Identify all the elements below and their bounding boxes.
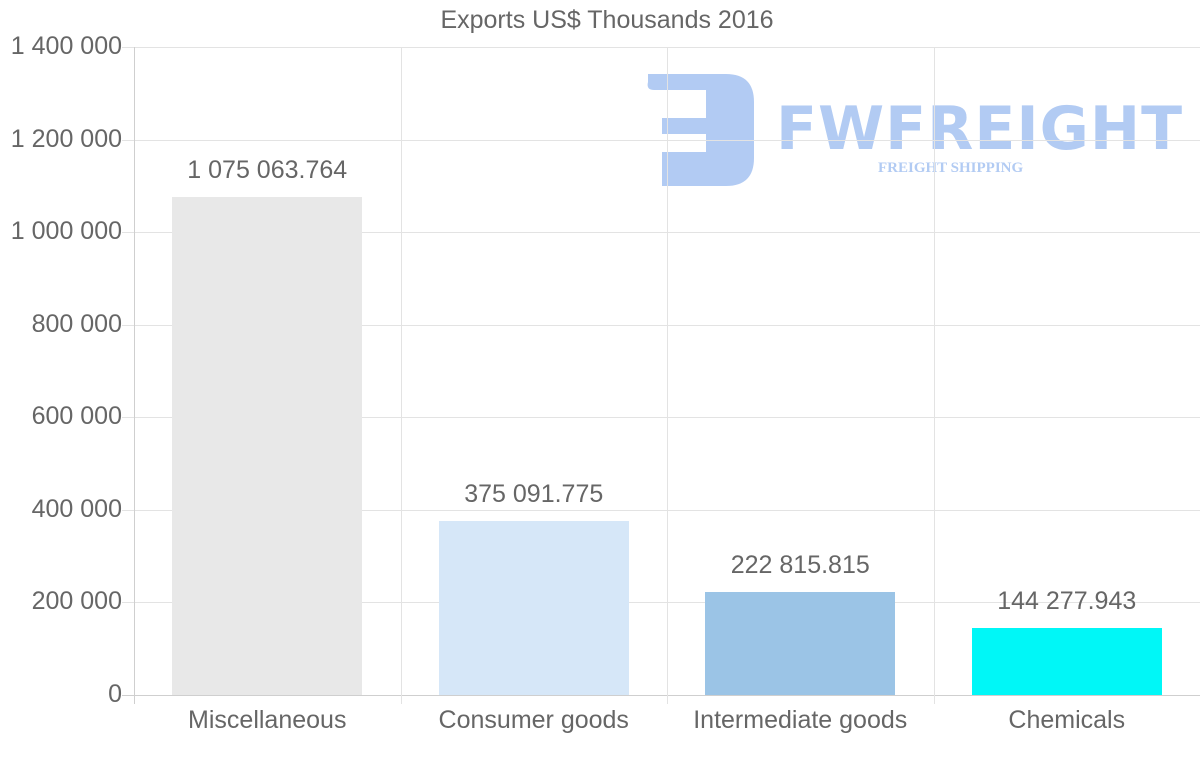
bar-consumer-goods[interactable] (438, 521, 629, 695)
x-gridline (134, 47, 135, 704)
x-tick-label: Chemicals (1008, 706, 1126, 734)
y-gridline (122, 139, 1200, 141)
y-gridline (122, 232, 1200, 234)
y-gridline (122, 47, 1200, 48)
y-tick-label: 400 000 (31, 494, 122, 523)
x-gridline (933, 47, 935, 704)
x-gridline (400, 47, 402, 704)
bar-value-label: 375 091.775 (464, 480, 604, 509)
y-tick-label: 0 (108, 680, 122, 708)
bar-value-label: 1 075 063.764 (187, 156, 348, 185)
x-tick-label: Miscellaneous (188, 706, 347, 734)
y-gridline (122, 695, 1200, 696)
plot-area (122, 47, 1200, 704)
y-tick-label: 600 000 (31, 402, 122, 431)
x-tick-label: Consumer goods (438, 706, 629, 734)
watermark-brand: FWFREIGHT (776, 94, 1184, 164)
bar-miscellaneous[interactable] (172, 197, 363, 695)
y-tick-label: 1 000 000 (10, 217, 122, 246)
y-tick-label: 800 000 (31, 309, 122, 338)
chart-title: Exports US$ Thousands 2016 (440, 6, 774, 34)
y-gridline (122, 602, 1200, 604)
y-tick-label: 1 200 000 (10, 124, 122, 153)
bar-intermediate-goods[interactable] (705, 591, 896, 695)
y-gridline (122, 417, 1200, 419)
watermark-tagline: FREIGHT SHIPPING (878, 160, 1024, 176)
fwfreight-logo-icon (647, 74, 754, 186)
x-tick-label: Intermediate goods (693, 706, 908, 734)
y-gridline (122, 509, 1200, 511)
bar-chemicals[interactable] (971, 628, 1162, 695)
bar-value-label: 144 277.943 (997, 587, 1137, 616)
y-tick-label: 1 400 000 (10, 32, 122, 60)
x-gridline (667, 47, 668, 704)
y-gridline (122, 324, 1200, 326)
watermark-logo: FWFREIGHT FREIGHT SHIPPING (646, 74, 1182, 189)
y-tick-label: 200 000 (31, 587, 122, 616)
bar-value-label: 222 815.815 (730, 550, 870, 579)
